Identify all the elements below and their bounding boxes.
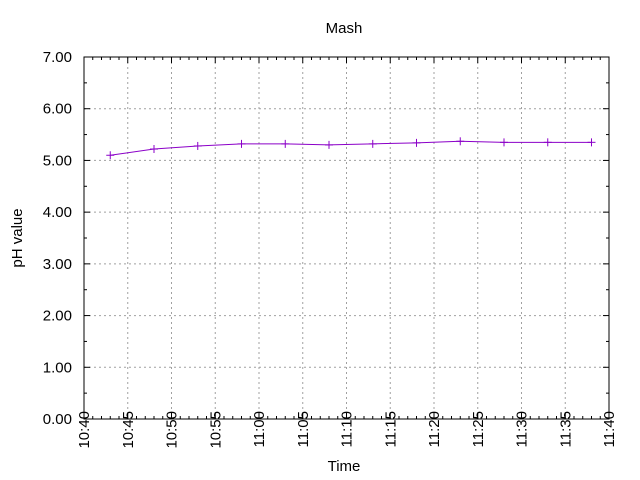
x-tick-label: 11:40 [601,411,618,447]
y-axis-label: pH value [9,208,26,267]
data-point [456,137,465,146]
x-tick-label: 11:05 [295,411,312,447]
ticks: 0.00 1.00 2.00 3.00 4.00 5.00 6.00 7.00 10:40 10:… [43,49,618,449]
y-tick-label: 0.00 [43,411,72,428]
x-tick-label: 10:40 [76,411,93,449]
data-point [412,138,421,147]
x-tick-label: 10:55 [207,411,224,449]
data-point [500,138,508,147]
data-point [543,138,552,147]
x-tick-label: 11:35 [557,411,574,447]
x-tick-label: 10:45 [120,411,137,449]
data-point [325,140,333,149]
data-point [106,151,115,160]
x-tick-label: 11:00 [251,411,268,447]
y-tick-label: 3.00 [43,256,72,273]
series-layer [106,137,596,160]
y-tick-label: 5.00 [43,152,72,169]
y-tick-label: 4.00 [43,204,72,221]
x-tick-label: 11:30 [514,411,531,447]
data-point [368,139,377,148]
data-point [193,141,202,150]
y-tick-label: 7.00 [43,49,72,66]
x-tick-label: 10:50 [164,411,181,449]
data-point [237,139,246,148]
x-tick-label: 11:25 [470,411,487,447]
chart-title: Mash [326,20,363,37]
y-tick-label: 2.00 [43,308,72,325]
x-tick-label: 11:10 [339,411,356,447]
x-tick-label: 11:15 [382,411,399,447]
data-point [281,139,290,148]
y-tick-label: 1.00 [43,359,72,376]
series-line [110,140,592,156]
y-tick-label: 6.00 [43,101,72,118]
x-tick-label: 11:20 [426,411,443,447]
grid [84,57,609,419]
data-point [587,138,596,147]
data-point [150,145,158,154]
x-axis-label: Time [328,458,361,475]
